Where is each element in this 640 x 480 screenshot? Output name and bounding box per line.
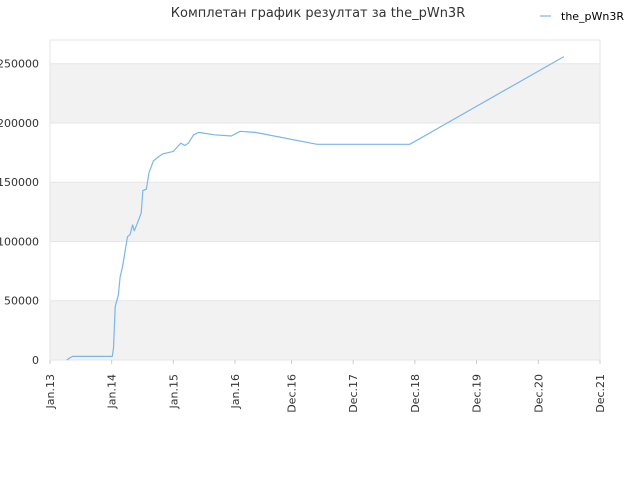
plot-band — [50, 63, 600, 123]
plot-band — [50, 300, 600, 360]
y-axis: 0 50000 100000 150000 200000 250000 — [0, 58, 39, 367]
y-tick-label: 250000 — [0, 58, 39, 71]
y-tick-label: 0 — [32, 354, 39, 367]
series-group — [66, 56, 565, 361]
legend[interactable]: the_pWn3R — [540, 10, 624, 23]
x-tick-label: Dec.20 — [532, 374, 545, 413]
x-tick-label: Dec.19 — [471, 374, 484, 413]
x-tick-label: Dec.16 — [286, 374, 299, 413]
plot-band — [50, 182, 600, 242]
x-tick-label: Jan.13 — [44, 374, 57, 409]
y-tick-label: 100000 — [0, 235, 39, 248]
x-tick-label: Dec.21 — [594, 374, 607, 413]
plot-frame — [49, 39, 601, 361]
x-tick-label: Dec.18 — [409, 374, 422, 413]
chart-title: Комплетан график резултат за the_pWn3R — [171, 6, 465, 21]
y-tick-label: 50000 — [4, 295, 39, 308]
y-tick-label: 150000 — [0, 176, 39, 189]
legend-label: the_pWn3R — [561, 10, 624, 23]
x-tick-label: Dec.17 — [347, 374, 360, 413]
x-tick-label: Jan.14 — [106, 374, 119, 409]
plot-background-bands — [50, 63, 600, 361]
x-axis: Jan.13 Jan.14 Jan.15 Jan.16 Dec.16 Dec.17 Dec.… — [44, 360, 607, 413]
x-tick-label: Jan.15 — [167, 374, 180, 409]
y-tick-label: 200000 — [0, 117, 39, 130]
series-line — [66, 56, 565, 361]
x-tick-label: Jan.16 — [229, 374, 242, 409]
